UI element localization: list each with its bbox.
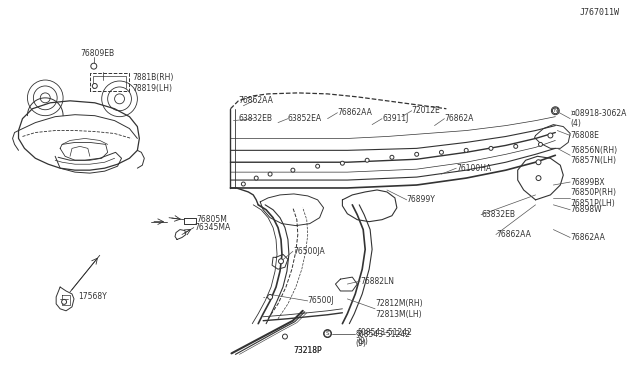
Circle shape (536, 160, 541, 165)
Text: 63832EB: 63832EB (239, 114, 273, 123)
Text: 76809EB: 76809EB (80, 49, 114, 58)
Circle shape (536, 176, 541, 180)
Text: 76850P(RH)
76851P(LH): 76850P(RH) 76851P(LH) (570, 188, 616, 208)
Circle shape (552, 108, 558, 114)
Circle shape (92, 83, 97, 89)
Text: 76862AA: 76862AA (570, 233, 605, 242)
Circle shape (241, 182, 245, 186)
Text: 63852EA: 63852EA (288, 114, 322, 123)
Text: 76100HA: 76100HA (456, 164, 492, 173)
Circle shape (278, 259, 284, 264)
Text: §08543-51242
(9): §08543-51242 (9) (355, 329, 410, 348)
Circle shape (415, 152, 419, 156)
Circle shape (548, 133, 553, 138)
Text: 76862AA: 76862AA (239, 96, 273, 105)
Text: 63832EB: 63832EB (481, 210, 515, 219)
Text: 76500J: 76500J (308, 296, 334, 305)
Circle shape (514, 144, 518, 148)
Circle shape (324, 330, 331, 337)
Text: 72012E: 72012E (412, 106, 440, 115)
Circle shape (464, 148, 468, 152)
Text: S: S (326, 331, 330, 336)
Circle shape (268, 172, 272, 176)
Circle shape (282, 334, 287, 339)
Text: ¤08918-3062A
(4): ¤08918-3062A (4) (570, 109, 627, 128)
Circle shape (538, 142, 543, 147)
Text: 73218P: 73218P (293, 346, 321, 355)
Text: 63911J: 63911J (382, 114, 408, 123)
Circle shape (489, 147, 493, 150)
Circle shape (254, 176, 258, 180)
Text: J767011W: J767011W (580, 8, 620, 17)
Text: 72812M(RH)
72813M(LH): 72812M(RH) 72813M(LH) (375, 299, 422, 318)
Text: 76808E: 76808E (570, 131, 599, 140)
Circle shape (316, 164, 319, 168)
Circle shape (291, 168, 295, 172)
Text: 76899BX: 76899BX (570, 177, 605, 186)
Text: 76856N(RH)
76857N(LH): 76856N(RH) 76857N(LH) (570, 145, 618, 165)
Circle shape (340, 161, 344, 165)
Text: 76345MA: 76345MA (195, 223, 231, 232)
Text: 76862AA: 76862AA (337, 108, 372, 117)
Circle shape (61, 299, 67, 304)
Circle shape (440, 150, 444, 154)
Text: N: N (554, 108, 557, 113)
Circle shape (390, 155, 394, 159)
Text: 76898W: 76898W (570, 205, 602, 214)
Text: 76862AA: 76862AA (496, 230, 531, 239)
Circle shape (365, 158, 369, 162)
Text: 76862A: 76862A (444, 114, 474, 123)
Text: §08543-51242
(9): §08543-51242 (9) (357, 327, 412, 346)
Text: 76805M: 76805M (197, 215, 228, 224)
Circle shape (91, 63, 97, 69)
Text: 17568Y: 17568Y (78, 292, 107, 301)
Text: 76899Y: 76899Y (407, 195, 436, 204)
Text: 76882LN: 76882LN (360, 277, 394, 286)
Text: 7881B(RH)
78819(LH): 7881B(RH) 78819(LH) (132, 73, 174, 93)
Circle shape (268, 295, 273, 299)
Text: 76500JA: 76500JA (293, 247, 324, 256)
Text: 73218P: 73218P (293, 346, 321, 355)
